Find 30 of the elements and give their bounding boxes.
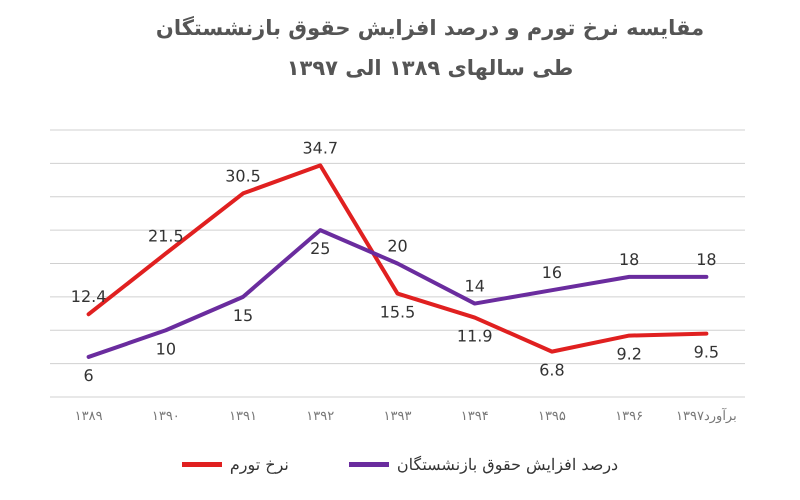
xtick: ۱۳۹۴ — [460, 409, 489, 424]
label: 6.8 — [539, 360, 565, 380]
label: 18 — [618, 250, 640, 269]
xtick: برآورد۱۳۹۷ — [676, 409, 737, 424]
label: 12.4 — [70, 287, 106, 306]
title: مقایسه نرخ تورم و درصد افزایش حقوق بازنشستگان طی سالهای ۱۳۸۹ الی ۱۳۹۷ — [154, 15, 706, 82]
xtick: ۱۳۹۱ — [229, 409, 258, 424]
label: 6 — [84, 366, 94, 385]
label: 21.5 — [148, 226, 184, 246]
label: 34.7 — [302, 138, 338, 158]
xtick: ۱۳۹۳ — [384, 409, 412, 424]
legend-label: نرخ تورم — [230, 455, 289, 474]
label: 10 — [156, 339, 176, 358]
label: 18 — [696, 250, 717, 269]
label: 16 — [542, 263, 562, 282]
label: 9.2 — [616, 344, 642, 364]
label: 14 — [464, 276, 485, 296]
label: 30.5 — [225, 166, 261, 186]
label: 25 — [310, 239, 330, 258]
xtick: ۱۳۹۰ — [152, 409, 180, 424]
label: 9.5 — [694, 342, 720, 362]
label: 15.5 — [380, 302, 416, 322]
xtick: ۱۳۹۶ — [615, 409, 644, 424]
legend-label: درصد افزایش حقوق بازنشستگان — [396, 455, 618, 474]
xtick: ۱۳۹۲ — [306, 409, 334, 424]
xtick: ۱۳۹۵ — [538, 409, 566, 424]
label: 20 — [387, 236, 408, 256]
label: 15 — [232, 306, 254, 325]
label: 11.9 — [456, 326, 493, 346]
xtick: ۱۳۸۹ — [74, 409, 103, 424]
